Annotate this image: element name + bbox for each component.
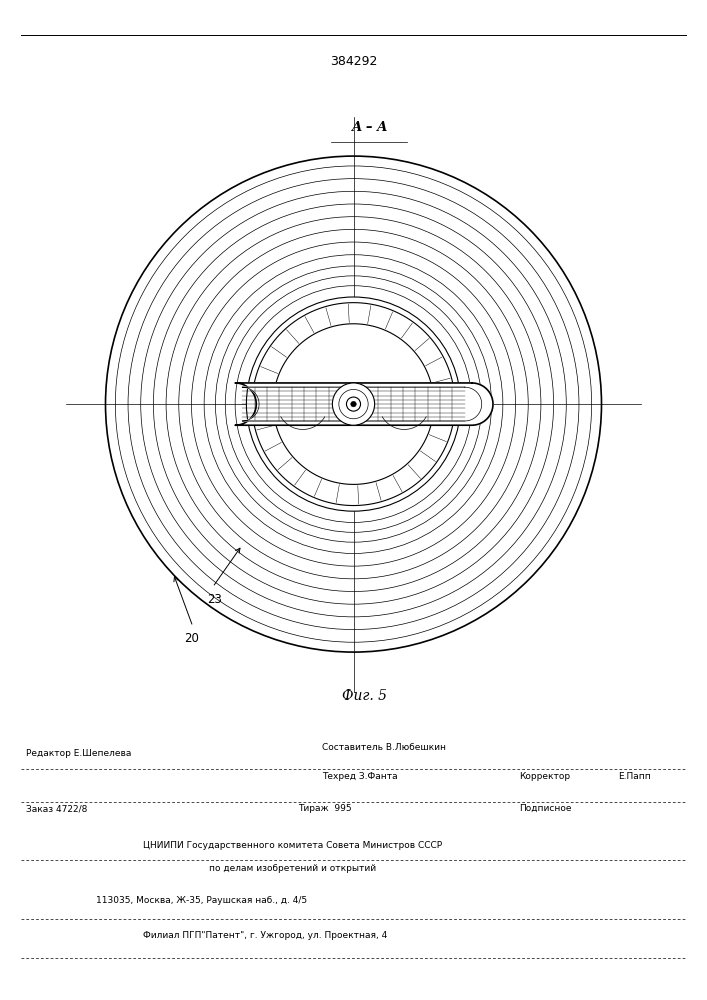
Text: Редактор Е.Шепелева: Редактор Е.Шепелева bbox=[26, 750, 132, 758]
Text: Филиал ПГП"Патент", г. Ужгород, ул. Проектная, 4: Филиал ПГП"Патент", г. Ужгород, ул. Прое… bbox=[144, 932, 387, 940]
Text: 20: 20 bbox=[185, 632, 199, 645]
Text: Подписное: Подписное bbox=[520, 804, 572, 813]
Text: Составитель В.Любешкин: Составитель В.Любешкин bbox=[322, 743, 446, 752]
Text: по делам изобретений и открытий: по делам изобретений и открытий bbox=[209, 864, 376, 873]
Circle shape bbox=[332, 383, 375, 425]
Text: 23: 23 bbox=[207, 593, 222, 606]
Polygon shape bbox=[243, 387, 481, 421]
Polygon shape bbox=[254, 303, 453, 390]
Text: Техред З.Фанта: Техред З.Фанта bbox=[322, 772, 397, 781]
Text: ЦНИИПИ Государственного комитета Совета Министров СССР: ЦНИИПИ Государственного комитета Совета … bbox=[144, 840, 443, 850]
Circle shape bbox=[247, 297, 460, 511]
Text: Тираж  995: Тираж 995 bbox=[298, 804, 352, 813]
Text: A – A: A – A bbox=[351, 121, 387, 134]
Circle shape bbox=[351, 401, 356, 407]
Circle shape bbox=[339, 389, 368, 419]
Polygon shape bbox=[235, 383, 493, 425]
Text: Корректор: Корректор bbox=[520, 772, 571, 781]
Text: 384292: 384292 bbox=[329, 55, 378, 68]
Text: Е.Папп: Е.Папп bbox=[618, 772, 651, 781]
Circle shape bbox=[346, 397, 361, 411]
Polygon shape bbox=[254, 418, 453, 506]
Text: 113035, Москва, Ж-35, Раушская наб., д. 4/5: 113035, Москва, Ж-35, Раушская наб., д. … bbox=[96, 896, 308, 905]
Text: Фиг. 5: Фиг. 5 bbox=[342, 689, 387, 703]
Text: Заказ 4722/8: Заказ 4722/8 bbox=[26, 804, 87, 813]
